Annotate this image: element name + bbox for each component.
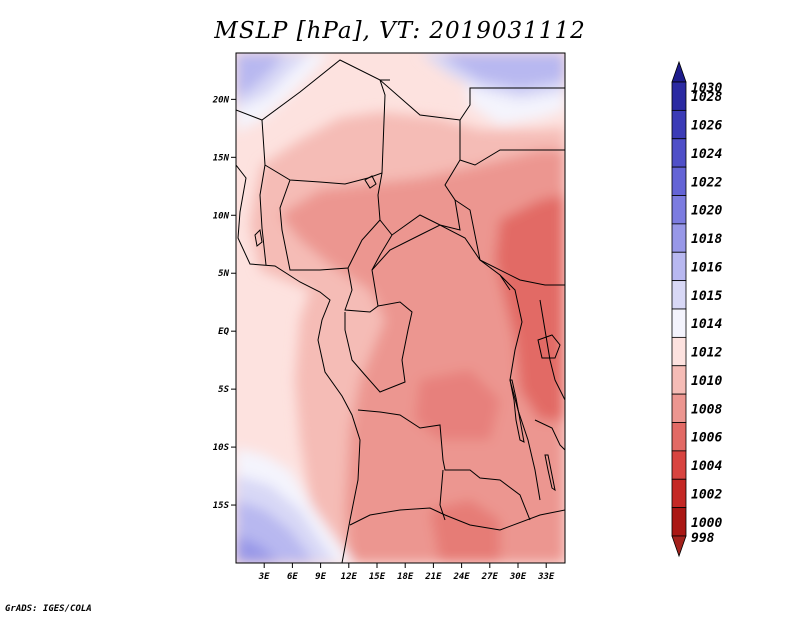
border-namibia	[349, 507, 565, 531]
colorbar-swatch	[671, 336, 687, 367]
border-tanzania	[534, 419, 565, 451]
border-angola	[357, 409, 531, 521]
colorbar-swatch	[671, 393, 687, 423]
lon-tick-label: 24E	[452, 572, 470, 582]
lat-tick-label: 10N	[213, 211, 230, 221]
border-congo	[344, 301, 413, 393]
colorbar-level-label: 1000	[691, 516, 722, 531]
border-algeria-mali	[236, 59, 390, 121]
longitude-ticks: 3E 6E 9E 12E 15E 18E 21E 24E 27E 30E 33E	[258, 563, 555, 582]
lake-victoria	[537, 334, 561, 359]
colorbar-level-label: 998	[691, 531, 715, 546]
colorbar-level-label: 1022	[691, 175, 722, 190]
lat-tick-label: 15S	[213, 501, 230, 511]
border-car	[371, 224, 511, 291]
latitude-ticks: 20N 15N 10N 5N EQ 5S 10S 15S	[212, 95, 236, 511]
lon-tick-label: 21E	[424, 572, 442, 582]
colorbar-swatch	[671, 280, 687, 310]
border-east-africa	[539, 299, 565, 401]
lat-tick-label: 5N	[218, 269, 229, 279]
colorbar-level-label: 1012	[691, 346, 722, 361]
pressure-field	[236, 53, 565, 563]
colorbar-swatch	[671, 450, 687, 480]
colorbar-swatch	[671, 109, 687, 140]
colorbar-swatch	[671, 223, 687, 253]
colorbar-level-label: 1008	[691, 402, 722, 417]
colorbar-swatch	[671, 81, 687, 111]
grads-credit: GrADS: IGES/COLA	[5, 604, 92, 614]
colorbar-level-label: 1010	[691, 374, 722, 389]
colorbar-level-label: 1006	[691, 431, 722, 446]
colorbar-level-label: 1024	[691, 147, 722, 162]
colorbar-swatch	[671, 507, 687, 537]
lon-tick-label: 30E	[509, 572, 527, 582]
border-chad-sudan	[454, 199, 481, 261]
lat-tick-label: 10S	[213, 443, 230, 453]
lon-tick-label: 33E	[537, 572, 555, 582]
lon-tick-label: 15E	[369, 572, 386, 582]
colorbar-level-label: 1030	[691, 81, 722, 96]
colorbar-level-label: 1014	[691, 317, 722, 332]
lat-tick-label: EQ	[218, 327, 229, 337]
colorbar-swatch	[671, 308, 687, 338]
border-sudan	[459, 149, 565, 166]
colorbar-level-label: 1002	[691, 487, 722, 502]
border-south-sudan	[479, 259, 565, 286]
lon-tick-label: 27E	[481, 572, 499, 582]
colorbar-swatch	[671, 422, 687, 452]
colorbar-level-label: 1018	[691, 232, 722, 247]
border-zambia	[439, 469, 446, 521]
lat-tick-label: 15N	[213, 153, 230, 163]
lake-tanganyika	[509, 379, 525, 443]
colorbar-level-label: 1020	[691, 204, 722, 219]
lat-tick-label: 5S	[218, 385, 229, 395]
map-frame	[235, 52, 566, 564]
colorbar-swatch	[671, 478, 687, 509]
coastline-west-africa	[236, 164, 361, 563]
lon-tick-label: 12E	[341, 572, 358, 582]
lat-tick-label: 20N	[212, 95, 230, 105]
colorbar-swatch	[671, 251, 687, 282]
lon-tick-label: 3E	[258, 572, 270, 582]
colorbar-swatch	[671, 166, 687, 196]
colorbar-level-label: 1028	[691, 90, 722, 105]
border-mali-niger	[261, 79, 386, 185]
border-benin-togo	[259, 164, 267, 266]
colorbar-swatch	[671, 195, 687, 225]
colorbar-swatch	[671, 365, 687, 395]
border-niger-libya	[379, 79, 565, 121]
border-nigeria	[279, 179, 381, 271]
lake-chad	[364, 175, 377, 189]
map-borders	[236, 59, 565, 563]
colorbar-swatch	[671, 60, 687, 83]
colorbar-level-label: 1015	[691, 289, 722, 304]
lake-volta	[254, 228, 263, 247]
lon-tick-label: 9E	[315, 572, 326, 582]
lake-malawi	[544, 454, 556, 492]
border-cameroon	[344, 234, 393, 313]
colorbar-swatch	[671, 535, 687, 558]
colorbar-level-label: 1004	[691, 459, 722, 474]
colorbar-level-label: 1016	[691, 260, 722, 275]
colorbar-level-label: 1026	[691, 119, 722, 134]
colorbar-swatch	[671, 138, 687, 168]
map-title: MSLP [hPa], VT: 2019031112	[214, 18, 586, 44]
lon-tick-label: 18E	[397, 572, 414, 582]
lon-tick-label: 6E	[287, 572, 298, 582]
